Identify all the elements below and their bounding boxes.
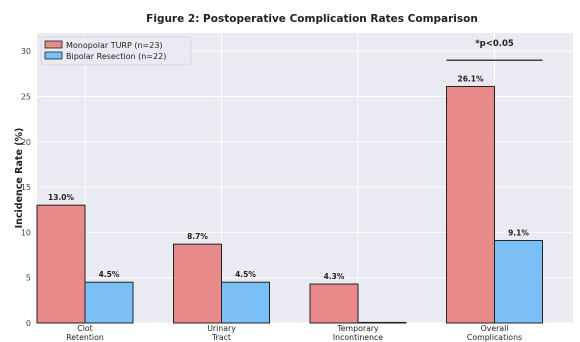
significance-label: *p<0.05 [475,39,514,49]
bar [84,281,134,324]
bar [357,321,407,324]
bars [36,85,543,324]
bar-value-label: 9.1% [508,229,529,238]
bar [221,281,270,324]
bar-value-label: 4.3% [324,272,345,281]
legend-swatch [44,51,63,60]
value-labels: 13.0% 8.7% 4.3% 26.1% 4.5% 4.5% 9.1% [48,74,529,281]
y-tick-label: 5 [26,274,31,283]
legend-label: Bipolar Resection (n=22) [66,52,166,61]
bar [446,85,495,324]
x-tick-label: Temporary [336,324,379,333]
x-tick-label: Retention [66,333,104,342]
y-tick-label: 0 [26,319,31,328]
legend-box [40,36,192,66]
x-tick-label: Overall [481,324,509,333]
y-tick-label: 10 [21,228,31,237]
legend-label: Monopolar TURP (n=23) [66,41,163,50]
chart-title: Figure 2: Postoperative Complication Rat… [146,13,478,25]
y-tick-label: 25 [21,92,31,101]
bar [173,243,222,324]
y-tick-label: 20 [21,138,31,147]
significance-annotation: *p<0.05 [446,39,543,61]
bar-value-label: 26.1% [457,74,484,83]
legend-swatch [44,40,63,49]
legend: Monopolar TURP (n=23) Bipolar Resection (… [40,36,192,66]
bar-value-label: 13.0% [48,193,75,202]
y-axis-label: Incidence Rate (%) [14,128,25,229]
bar [36,204,86,324]
x-tick-label: Urinary [207,324,236,333]
bar [309,283,359,324]
bar-value-label: 8.7% [187,232,208,241]
x-tick-label: Incontinence [333,333,383,342]
bar-value-label: 4.5% [99,270,120,279]
y-tick-label: 15 [21,183,31,192]
x-tick-label: Clot [77,324,92,333]
y-tick-label: 30 [21,47,31,56]
bar [494,240,543,324]
x-tick-label: Tract [211,333,231,342]
bar-value-label: 4.5% [235,270,256,279]
y-axis: 0 5 10 15 20 25 30 [21,47,31,328]
x-tick-label: Complications [467,333,522,342]
